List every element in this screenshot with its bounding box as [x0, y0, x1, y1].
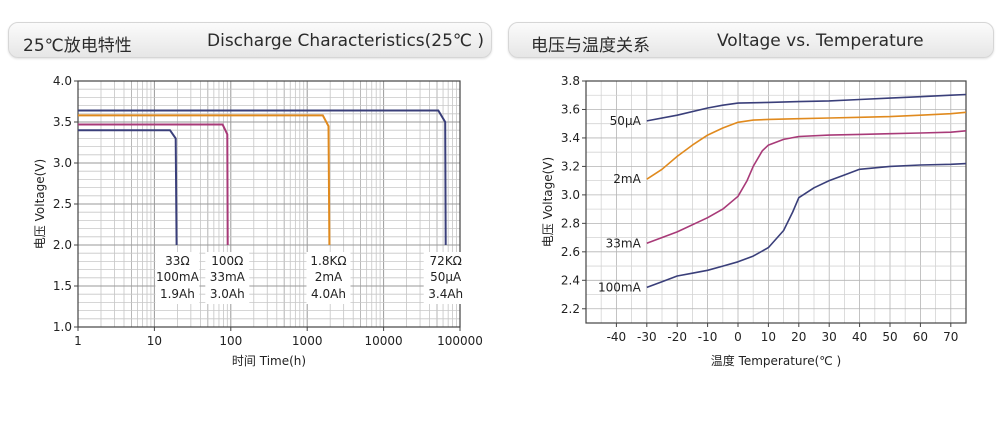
series-label-50μA: 50μA — [610, 114, 642, 128]
series-label-bg — [155, 252, 200, 304]
x-tick-label: -20 — [667, 330, 687, 344]
series-line-50μA — [646, 93, 967, 122]
x-tick-label: 10 — [147, 334, 162, 348]
series-label-1: 33Ω — [165, 254, 189, 268]
y-tick-label: 1.5 — [53, 279, 72, 293]
series-label-1: 1.9Ah — [160, 287, 195, 301]
x-tick-label: 30 — [822, 330, 837, 344]
series-line-3 — [78, 114, 331, 246]
series-line-2mA — [646, 111, 967, 180]
y-tick-label: 3.6 — [561, 102, 580, 116]
x-tick-label: 0 — [734, 330, 742, 344]
x-tick-label: 100000 — [437, 334, 483, 348]
x-tick-label: -30 — [637, 330, 657, 344]
header-voltage-temp-cn: 电压与温度关系 — [531, 36, 650, 56]
y-axis-label: 电压 Voltage(V) — [33, 159, 47, 249]
series-label-3: 4.0Ah — [311, 287, 346, 301]
header-discharge-cn: 25℃放电特性 — [23, 36, 132, 56]
x-tick-label: 60 — [913, 330, 928, 344]
series-line-33mA — [646, 130, 967, 245]
series-label-3: 1.8KΩ — [310, 254, 346, 268]
series-label-bg — [423, 252, 468, 304]
plot-area — [586, 81, 966, 323]
series-label-2: 3.0Ah — [210, 287, 245, 301]
series-label-4: 72KΩ — [430, 254, 462, 268]
series-line-100mA — [646, 162, 967, 289]
plot-frame — [585, 80, 967, 324]
header-discharge-en: Discharge Characteristics(25℃ ) — [207, 31, 485, 51]
series-line-4 — [78, 109, 447, 246]
discharge-chart: 1.0 1.5 2.0 2.5 3.0 3.5 4.0 1 10 100 1000 10000 1000… — [33, 74, 483, 368]
x-tick-label: 10 — [761, 330, 776, 344]
y-tick-label: 3.5 — [53, 115, 72, 129]
x-tick-label: -40 — [607, 330, 627, 344]
x-tick-label: 100 — [219, 334, 242, 348]
x-axis-label: 温度 Temperature(℃ ) — [711, 353, 841, 368]
series-label-1: 100mA — [156, 270, 200, 284]
y-tick-label: 4.0 — [53, 74, 72, 88]
y-tick-label: 2.0 — [53, 238, 72, 252]
y-tick-label: 2.2 — [561, 302, 580, 316]
x-tick-label: 10000 — [365, 334, 403, 348]
y-tick-label: 1.0 — [53, 320, 72, 334]
header-voltage-temp-en: Voltage vs. Temperature — [717, 31, 924, 51]
series-label-4: 3.4Ah — [428, 287, 463, 301]
series-label-bg — [205, 252, 250, 304]
y-tick-label: 3.4 — [561, 131, 580, 145]
series-label-100mA: 100mA — [598, 280, 642, 294]
header-voltage-temp: 电压与温度关系 Voltage vs. Temperature — [508, 22, 994, 58]
y-tick-label: 3.0 — [53, 156, 72, 170]
series-label-3: 2mA — [315, 270, 343, 284]
header-discharge: 25℃放电特性 Discharge Characteristics(25℃ ) — [8, 22, 492, 58]
x-tick-label: 40 — [852, 330, 867, 344]
series-label-2mA: 2mA — [613, 172, 641, 186]
y-axis-label: 电压 Voltage(V) — [541, 157, 555, 247]
series-line-2 — [78, 123, 229, 246]
x-tick-label: -10 — [698, 330, 718, 344]
x-axis-label: 时间 Time(h) — [232, 354, 306, 368]
series-line-1 — [78, 129, 178, 246]
series-label-2: 100Ω — [211, 254, 243, 268]
y-tick-label: 2.5 — [53, 197, 72, 211]
y-tick-label: 2.4 — [561, 273, 580, 287]
y-tick-label: 3.2 — [561, 159, 580, 173]
x-tick-label: 70 — [943, 330, 958, 344]
series-label-2: 33mA — [210, 270, 246, 284]
y-tick-label: 3.8 — [561, 74, 580, 88]
y-tick-label: 2.6 — [561, 245, 580, 259]
series-label-33mA: 33mA — [606, 236, 642, 250]
x-tick-label: 1000 — [292, 334, 323, 348]
x-tick-label: 20 — [791, 330, 806, 344]
y-tick-label: 2.8 — [561, 216, 580, 230]
x-tick-label: 50 — [882, 330, 897, 344]
series-label-bg — [306, 252, 351, 304]
series-label-4: 50μA — [430, 270, 462, 284]
y-tick-label: 3.0 — [561, 188, 580, 202]
x-tick-label: 1 — [74, 334, 82, 348]
